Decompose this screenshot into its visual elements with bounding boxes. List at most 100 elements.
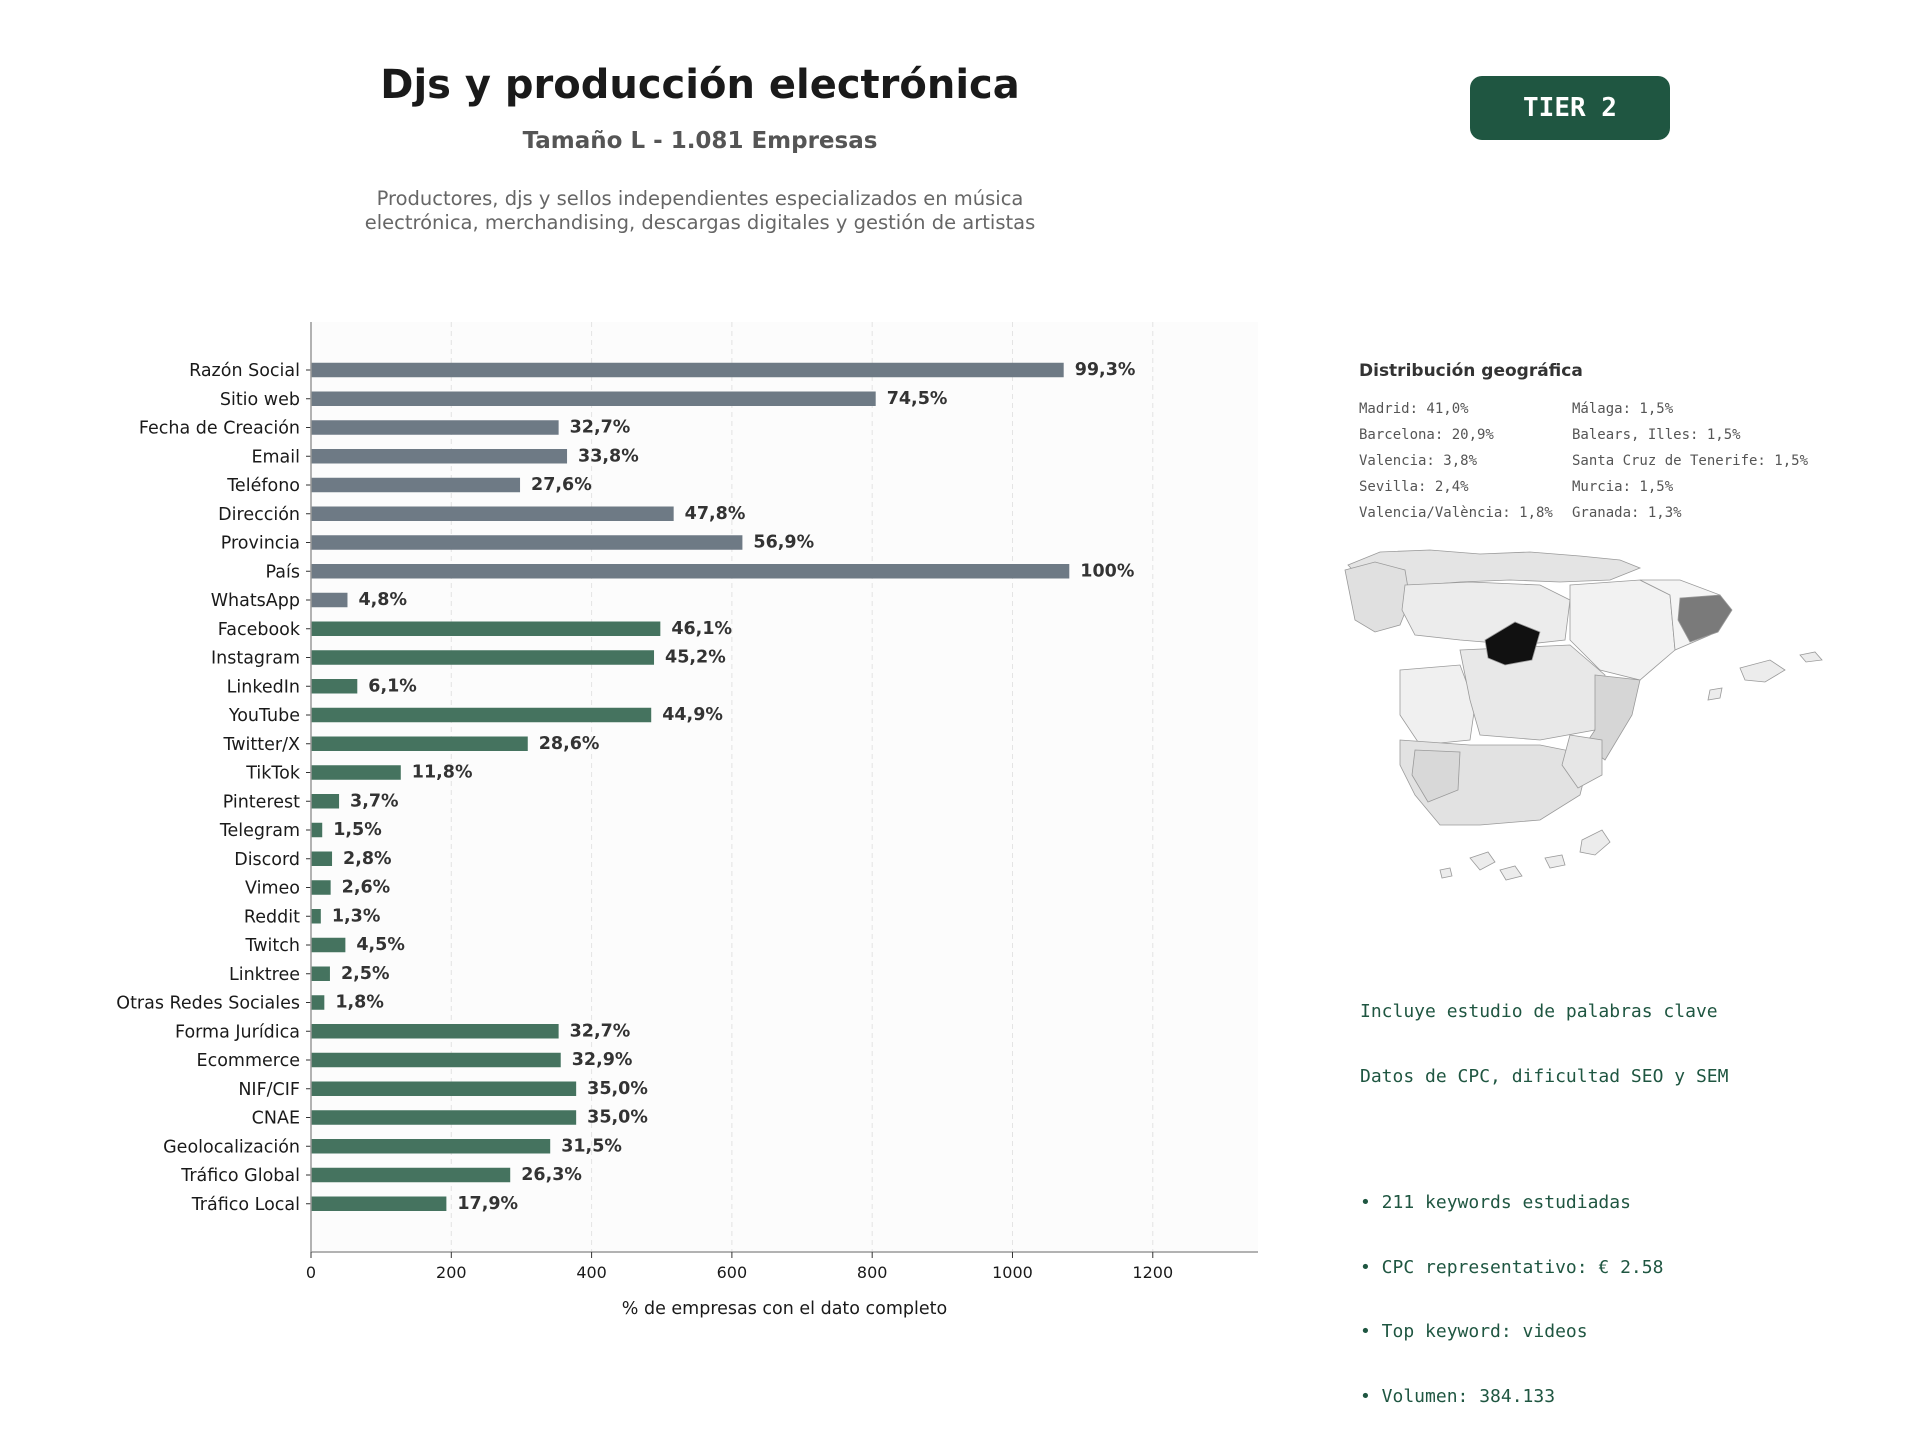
bar	[311, 995, 325, 1010]
x-tick-label: 1200	[1132, 1263, 1173, 1282]
spain-map	[1344, 549, 1823, 881]
category-label: TikTok	[245, 764, 301, 784]
data-label: 4,5%	[356, 935, 405, 955]
map-region-canarias-5	[1439, 867, 1453, 879]
bar	[311, 1196, 447, 1211]
x-tick-label: 200	[436, 1263, 467, 1282]
map-region-murcia	[1561, 734, 1603, 789]
bar	[311, 679, 358, 694]
geo-item: Murcia: 1,5%	[1572, 479, 1674, 495]
x-tick-label: 0	[306, 1263, 316, 1282]
keywords-block: Incluye estudio de palabras clave Datos …	[1360, 958, 1728, 1429]
data-label: 28,6%	[539, 734, 600, 754]
category-label: Pinterest	[223, 792, 300, 812]
bar	[311, 621, 661, 636]
x-axis-title: % de empresas con el dato completo	[622, 1299, 947, 1319]
data-label: 31,5%	[561, 1136, 622, 1156]
category-label: Email	[251, 447, 300, 467]
keywords-line-1: Incluye estudio de palabras clave	[1360, 1001, 1718, 1022]
chart-title: Djs y producción electrónica	[380, 62, 1020, 108]
bar	[311, 880, 331, 895]
plot-area	[311, 322, 1258, 1252]
geo-item: Balears, Illes: 1,5%	[1572, 427, 1741, 443]
data-label: 26,3%	[521, 1165, 582, 1185]
category-label: País	[266, 562, 300, 582]
category-label: Tráfico Local	[191, 1195, 300, 1215]
bar	[311, 535, 743, 550]
data-label: 1,3%	[332, 906, 381, 926]
category-label: Facebook	[218, 620, 301, 640]
keywords-bullet: • 211 keywords estudiadas	[1360, 1192, 1631, 1213]
bar	[311, 1081, 577, 1096]
data-label: 74,5%	[887, 389, 948, 409]
category-label: YouTube	[228, 706, 300, 726]
category-label: Dirección	[218, 505, 300, 525]
bar	[311, 362, 1064, 378]
category-label: Telegram	[219, 821, 300, 841]
data-label: 2,6%	[342, 878, 391, 898]
chart-description: Productores, djs y sellos independientes…	[300, 187, 1100, 235]
map-region-canarias-2	[1499, 865, 1523, 881]
bar	[311, 822, 323, 838]
geo-item: Barcelona: 20,9%	[1359, 427, 1494, 443]
map-region-menorca	[1799, 651, 1823, 663]
map-region-valencia	[1584, 674, 1641, 761]
map-region-balears	[1739, 659, 1786, 683]
data-label: 100%	[1080, 561, 1134, 581]
category-label: Forma Jurídica	[175, 1022, 300, 1042]
geo-item: Madrid: 41,0%	[1359, 401, 1469, 417]
bar	[311, 564, 1070, 579]
map-region-barcelona	[1677, 594, 1733, 643]
geo-item: Santa Cruz de Tenerife: 1,5%	[1572, 453, 1809, 469]
keywords-line-2: Datos de CPC, dificultad SEO y SEM	[1360, 1065, 1729, 1087]
map-region-canarias-4	[1579, 829, 1611, 856]
data-label: 2,8%	[343, 849, 392, 869]
bar	[311, 851, 333, 866]
bar	[311, 765, 401, 780]
bar	[311, 420, 559, 435]
data-label: 17,9%	[457, 1194, 518, 1214]
description-line-2: electrónica, merchandising, descargas di…	[364, 211, 1036, 234]
bar	[311, 1167, 511, 1183]
bar	[311, 506, 674, 521]
data-label: 27,6%	[531, 475, 592, 495]
geo-item: Sevilla: 2,4%	[1359, 479, 1469, 495]
category-label: Tráfico Global	[180, 1166, 300, 1186]
category-label: LinkedIn	[227, 677, 300, 697]
x-tick-label: 800	[857, 1263, 888, 1282]
bar	[311, 391, 876, 406]
data-label: 56,9%	[753, 533, 814, 553]
map-region-ibiza	[1707, 687, 1723, 701]
map-region-castilla-leon	[1401, 581, 1571, 646]
data-label: 32,7%	[570, 418, 631, 438]
map-region-galicia	[1344, 561, 1411, 633]
data-label: 35,0%	[587, 1108, 648, 1128]
category-label: Twitch	[244, 936, 300, 956]
chart-subtitle: Tamaño L - 1.081 Empresas	[522, 128, 878, 154]
category-label: Ecommerce	[197, 1051, 300, 1071]
category-label: Vimeo	[245, 879, 300, 899]
bar	[311, 477, 521, 493]
bar	[311, 707, 652, 723]
category-label: Teléfono	[226, 476, 300, 496]
bar	[311, 1052, 561, 1068]
data-label: 6,1%	[368, 676, 417, 696]
bar	[311, 794, 340, 809]
bar	[311, 592, 348, 608]
data-label: 4,8%	[358, 590, 407, 610]
category-label: Razón Social	[189, 361, 300, 381]
bar	[311, 909, 321, 924]
category-label: Provincia	[221, 534, 300, 554]
data-label: 1,8%	[335, 993, 384, 1013]
category-label: Fecha de Creación	[139, 419, 300, 439]
geo-distribution-title: Distribución geográfica	[1359, 361, 1583, 381]
tier-badge: TIER 2	[1470, 76, 1670, 140]
bar	[311, 449, 568, 464]
map-region-sevilla	[1411, 749, 1461, 803]
keywords-bullet: • Top keyword: videos	[1360, 1321, 1588, 1342]
category-label: Twitter/X	[222, 735, 300, 755]
x-tick-label: 1000	[992, 1263, 1033, 1282]
keywords-spacer	[1360, 1130, 1728, 1149]
data-label: 33,8%	[578, 446, 639, 466]
data-label: 45,2%	[665, 648, 726, 668]
